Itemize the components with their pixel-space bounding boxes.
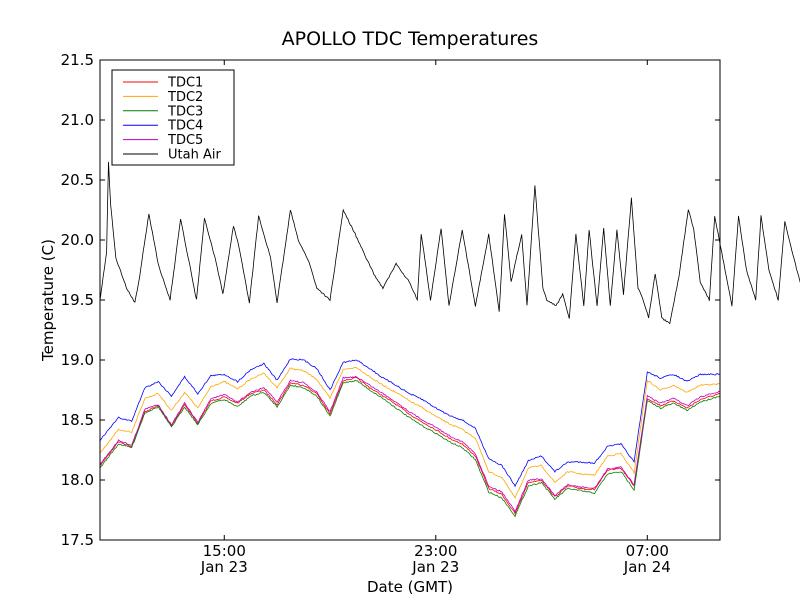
legend-label: TDC2 xyxy=(167,90,203,105)
legend-label: TDC1 xyxy=(167,76,203,91)
y-tick-label: 19.5 xyxy=(61,291,94,309)
x-tick-time-label: 15:00 xyxy=(203,542,246,560)
legend-label: TDC4 xyxy=(167,119,203,134)
x-tick-date-label: Jan 24 xyxy=(623,558,671,576)
x-tick-date-label: Jan 23 xyxy=(411,558,459,576)
series-line-tdc5 xyxy=(99,376,721,513)
y-tick-label: 21.0 xyxy=(61,111,94,129)
y-axis-label: Temperature (C) xyxy=(39,239,57,362)
legend-label: TDC3 xyxy=(167,104,203,119)
x-axis-label: Date (GMT) xyxy=(367,578,453,596)
legend-label: TDC5 xyxy=(167,133,203,148)
series-line-tdc3 xyxy=(99,379,721,518)
series-line-tdc4 xyxy=(99,358,721,488)
y-tick-label: 17.5 xyxy=(61,531,94,549)
y-tick-label: 21.5 xyxy=(61,51,94,69)
x-tick-time-label: 23:00 xyxy=(414,542,457,560)
x-tick-date-label: Jan 23 xyxy=(200,558,248,576)
axis-ticks: 17.5 18.0 18.5 19.0 19.5 20.0 20.5 21.0 21.5 15:0… xyxy=(61,51,720,576)
y-tick-label: 20.0 xyxy=(61,231,94,249)
series-line-utah-air xyxy=(99,161,800,325)
legend-label: Utah Air xyxy=(168,148,221,163)
series-line-tdc2 xyxy=(99,366,721,499)
y-tick-label: 20.5 xyxy=(61,171,94,189)
series-layer xyxy=(99,161,800,518)
y-tick-label: 18.5 xyxy=(61,411,94,429)
legend-box xyxy=(111,69,235,166)
series-line-tdc1 xyxy=(99,377,721,515)
plot-frame xyxy=(99,59,721,541)
x-tick-time-label: 07:00 xyxy=(626,542,669,560)
y-tick-label: 18.0 xyxy=(61,471,94,489)
chart-title: APOLLO TDC Temperatures xyxy=(282,28,539,50)
y-tick-label: 19.0 xyxy=(61,351,94,369)
